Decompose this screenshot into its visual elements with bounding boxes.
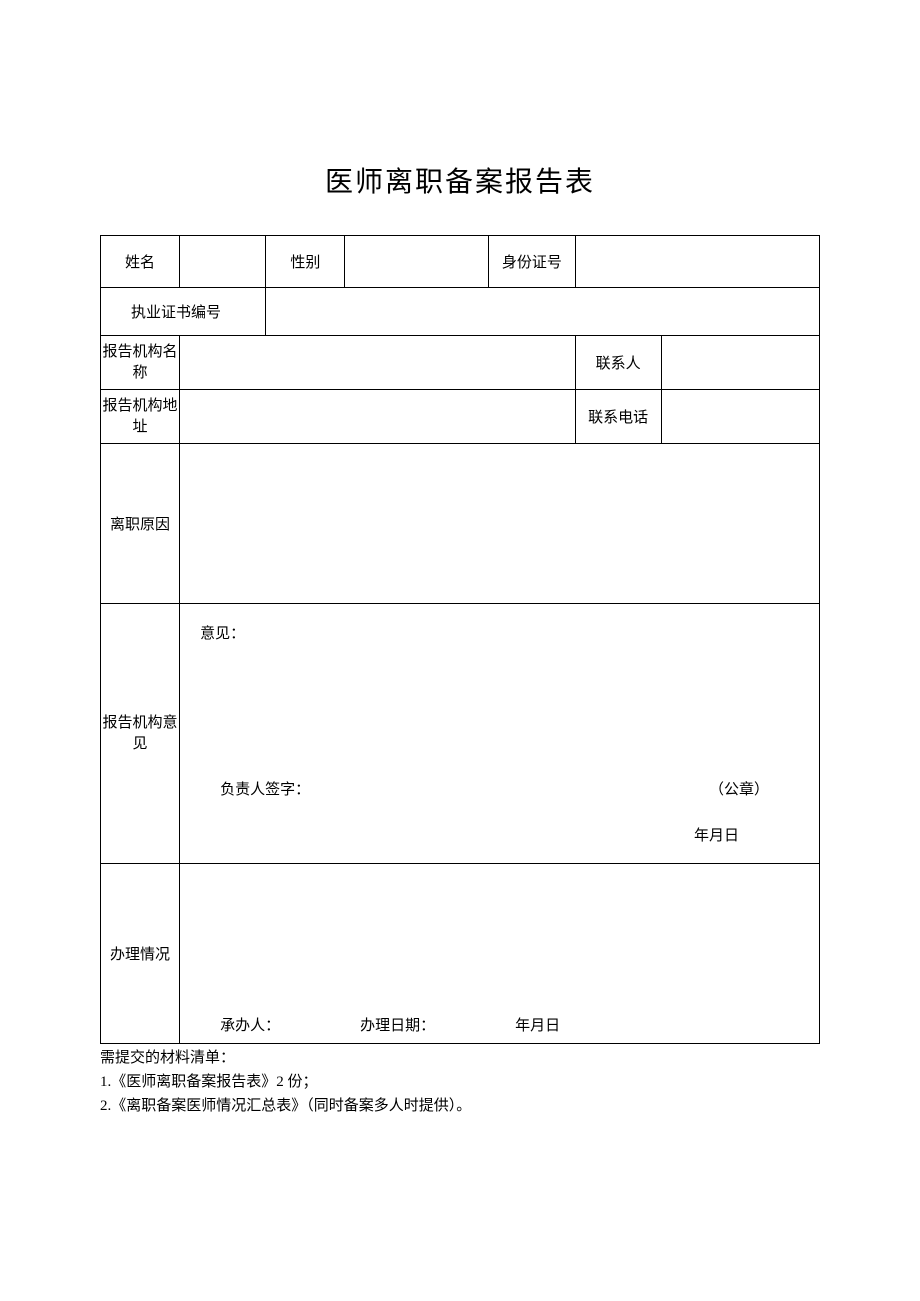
process-date-value: 年月日 — [515, 1014, 560, 1035]
gender-value — [345, 236, 489, 288]
footer-heading: 需提交的材料清单： — [100, 1046, 820, 1070]
seal-label: （公章） — [709, 778, 769, 799]
license-label: 执业证书编号 — [101, 288, 266, 336]
id-label: 身份证号 — [489, 236, 575, 288]
id-value — [575, 236, 820, 288]
contact-value — [661, 336, 819, 390]
reason-value — [180, 444, 820, 604]
row-basic: 姓名 性别 身份证号 — [101, 236, 820, 288]
process-date-label: 办理日期： — [360, 1014, 435, 1035]
org-addr-value — [180, 390, 575, 444]
name-value — [180, 236, 266, 288]
process-label: 办理情况 — [101, 864, 180, 1044]
opinion-date: 年月日 — [200, 824, 799, 845]
row-process: 办理情况 承办人： 办理日期： 年月日 — [101, 864, 820, 1044]
footer-item-1: 1.《医师离职备案报告表》2 份； — [100, 1070, 820, 1094]
row-reason: 离职原因 — [101, 444, 820, 604]
row-org-addr: 报告机构地址 联系电话 — [101, 390, 820, 444]
contact-label: 联系人 — [575, 336, 661, 390]
sign-label: 负责人签字： — [220, 778, 310, 799]
footer-notes: 需提交的材料清单： 1.《医师离职备案报告表》2 份； 2.《离职备案医师情况汇… — [100, 1046, 820, 1118]
opinion-label: 报告机构意见 — [101, 604, 180, 864]
phone-value — [661, 390, 819, 444]
form-table: 姓名 性别 身份证号 执业证书编号 报告机构名称 联系人 报告机构地址 联系电话… — [100, 235, 820, 1044]
org-name-value — [180, 336, 575, 390]
row-opinion: 报告机构意见 意见： 负责人签字： （公章） 年月日 — [101, 604, 820, 864]
gender-label: 性别 — [266, 236, 345, 288]
name-label: 姓名 — [101, 236, 180, 288]
opinion-content: 意见： 负责人签字： （公章） 年月日 — [180, 604, 820, 864]
row-license: 执业证书编号 — [101, 288, 820, 336]
handler-label: 承办人： — [220, 1014, 280, 1035]
org-addr-label: 报告机构地址 — [101, 390, 180, 444]
license-value — [266, 288, 820, 336]
footer-item-2: 2.《离职备案医师情况汇总表》（同时备案多人时提供）。 — [100, 1094, 820, 1118]
document-title: 医师离职备案报告表 — [100, 160, 820, 200]
org-name-label: 报告机构名称 — [101, 336, 180, 390]
opinion-text: 意见： — [200, 622, 799, 643]
process-content: 承办人： 办理日期： 年月日 — [180, 864, 820, 1044]
phone-label: 联系电话 — [575, 390, 661, 444]
row-org-name: 报告机构名称 联系人 — [101, 336, 820, 390]
reason-label: 离职原因 — [101, 444, 180, 604]
